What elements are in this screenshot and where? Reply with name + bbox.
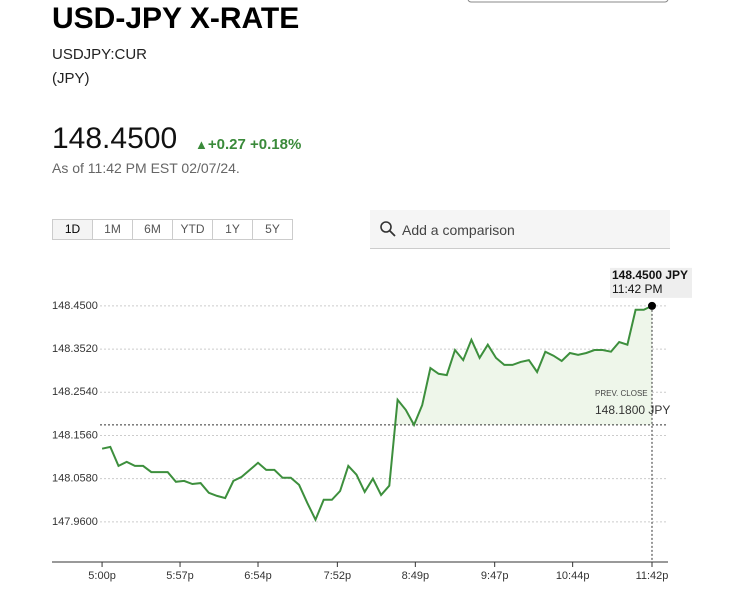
price-line bbox=[101, 304, 653, 523]
y-tick-label: 148.4500 bbox=[52, 300, 98, 312]
prev-close-value: 148.1800 JPY bbox=[595, 403, 670, 417]
search-box[interactable]: Add a comparison bbox=[370, 210, 670, 249]
top-button-edge bbox=[467, 0, 669, 3]
x-tick-label: 10:44p bbox=[556, 570, 590, 582]
change: ▲+0.27 +0.18% bbox=[195, 136, 302, 153]
y-tick-label: 148.3520 bbox=[52, 343, 98, 355]
title: USD-JPY X-RATE bbox=[52, 2, 300, 35]
symbol: USDJPY:CUR bbox=[52, 46, 148, 63]
range-buttons: 1D 1M 6M YTD 1Y 5Y bbox=[52, 219, 293, 240]
x-tick-label: 11:42p bbox=[636, 570, 669, 582]
time-label: 11:42 PM bbox=[612, 282, 662, 296]
x-tick-label: 5:57p bbox=[166, 570, 194, 582]
currency: (JPY) bbox=[52, 70, 90, 87]
range-button[interactable]: YTD bbox=[172, 220, 212, 239]
prev-close-label: PREV. CLOSE bbox=[595, 389, 648, 398]
range-button[interactable]: 6M bbox=[132, 220, 172, 239]
x-tick-label: 8:49p bbox=[402, 570, 430, 582]
x-tick-label: 9:47p bbox=[481, 570, 509, 582]
y-tick-label: 147.9600 bbox=[52, 516, 98, 528]
as-of: As of 11:42 PM EST 02/07/24. bbox=[52, 160, 240, 176]
range-button[interactable]: 1M bbox=[92, 220, 132, 239]
label-box bbox=[609, 267, 692, 298]
x-tick-label: 7:52p bbox=[324, 570, 352, 582]
range-button[interactable]: 1D bbox=[53, 220, 92, 239]
x-tick-label: 5:00p bbox=[88, 570, 116, 582]
last-point bbox=[647, 301, 656, 310]
change-value: +0.27 bbox=[207, 136, 246, 153]
range-button[interactable]: 1Y bbox=[212, 220, 252, 239]
change-percent: +0.18% bbox=[250, 136, 302, 153]
search-placeholder: Add a comparison bbox=[402, 222, 515, 238]
price: 148.4500 bbox=[52, 122, 178, 155]
area bbox=[395, 305, 652, 425]
value-label: 148.4500 JPY bbox=[612, 268, 688, 282]
y-tick-label: 148.0580 bbox=[52, 473, 98, 485]
search-icon bbox=[380, 221, 396, 237]
y-tick-label: 148.1560 bbox=[52, 429, 98, 441]
y-tick-label: 148.2540 bbox=[52, 386, 98, 398]
x-tick-label: 6:54p bbox=[244, 570, 272, 582]
range-button[interactable]: 5Y bbox=[252, 220, 292, 239]
